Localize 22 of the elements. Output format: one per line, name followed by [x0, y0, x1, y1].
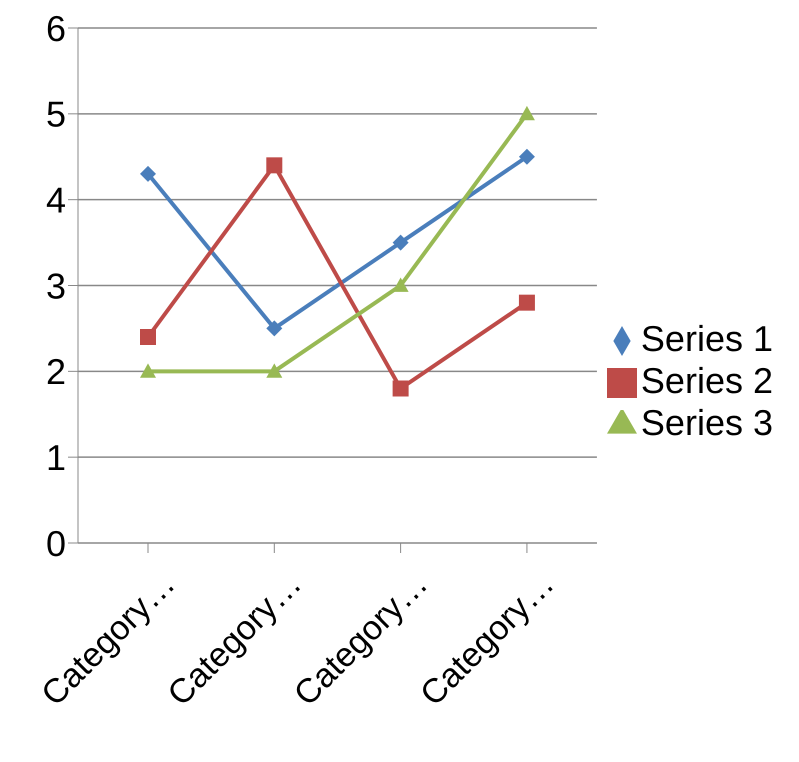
y-tick-label: 5 [46, 94, 66, 135]
point [140, 329, 156, 345]
y-tick-label: 2 [46, 351, 66, 392]
legend-label: Series 2 [640, 360, 773, 400]
y-tick-label: 6 [46, 8, 66, 49]
point [392, 234, 409, 251]
y-tick-label: 3 [46, 265, 66, 306]
y-tick-label: 1 [46, 436, 66, 478]
y-tick-label: 0 [46, 522, 66, 564]
legend-label: Series 1 [640, 318, 773, 358]
point [140, 363, 156, 378]
point [518, 148, 535, 165]
point [518, 294, 535, 311]
y-tick-label: 4 [46, 179, 66, 220]
point [266, 363, 282, 378]
legend-label: Series 3 [640, 402, 773, 442]
point [266, 320, 282, 336]
point [518, 106, 535, 120]
point [140, 166, 156, 182]
point [392, 278, 409, 292]
point [392, 380, 409, 396]
point [266, 157, 282, 174]
